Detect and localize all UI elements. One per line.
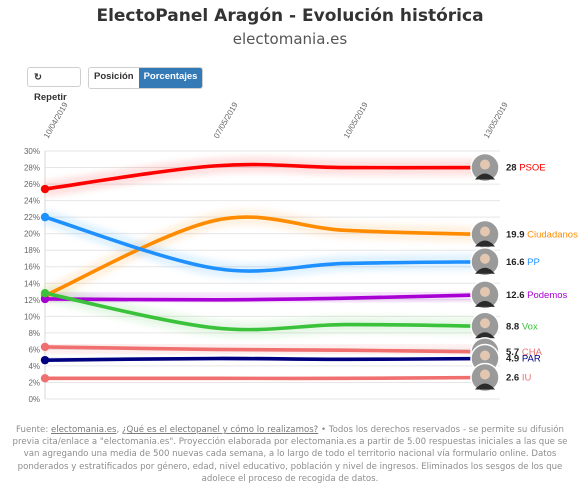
x-tick-label: 10/05/2019 bbox=[342, 100, 370, 140]
y-tick-label: 28% bbox=[24, 164, 40, 173]
avatar-head bbox=[480, 253, 490, 264]
series-line-par[interactable] bbox=[43, 356, 487, 362]
avatar-body bbox=[475, 173, 495, 180]
end-label-cha: 5.7 CHA bbox=[506, 347, 543, 358]
avatar-body bbox=[475, 383, 495, 390]
end-value: 12.6 bbox=[506, 290, 525, 301]
avatar-head bbox=[480, 318, 490, 329]
page-title: ElectoPanel Aragón - Evolución histórica bbox=[96, 6, 484, 26]
y-tick-label: 8% bbox=[28, 329, 40, 338]
line-chart: 0% 2% 4% 6% 8% 10% 12% 14% 16% 18% 20% 22% 24% 26% 28%… bbox=[24, 100, 578, 404]
y-tick-label: 26% bbox=[24, 180, 40, 189]
end-label-vox: 8.8 Vox bbox=[506, 321, 538, 332]
avatar-head bbox=[480, 226, 490, 237]
end-party: CHA bbox=[519, 347, 542, 358]
avatar-head bbox=[480, 350, 490, 361]
end-party: Vox bbox=[519, 321, 538, 332]
avatar-head bbox=[480, 159, 490, 170]
avatar-head bbox=[480, 369, 490, 380]
end-label-par: 4.9 PAR bbox=[506, 353, 541, 364]
avatar-body bbox=[475, 300, 495, 307]
y-tick-label: 18% bbox=[24, 246, 40, 255]
end-label-pp: 16.6 PP bbox=[506, 257, 540, 268]
y-tick-label: 14% bbox=[24, 279, 40, 288]
footer-prefix: Fuente: bbox=[16, 425, 51, 435]
avatar-body bbox=[475, 267, 495, 274]
avatar-ciudadanos[interactable] bbox=[470, 219, 500, 250]
series-line-pp[interactable] bbox=[43, 215, 487, 273]
repeat-button-label: Repetir bbox=[34, 92, 67, 103]
end-value: 8.8 bbox=[506, 321, 519, 332]
start-point-podemos[interactable] bbox=[40, 294, 50, 304]
repeat-button[interactable]: ↻ Repetir bbox=[27, 67, 81, 103]
percent-toggle-button[interactable]: Porcentajes bbox=[138, 68, 203, 88]
end-label-psoe: 28 PSOE bbox=[506, 163, 546, 174]
footer-note: Fuente: electomania.es, ¿Qué es el elect… bbox=[10, 424, 570, 485]
end-value: 28 bbox=[506, 163, 517, 174]
avatar-pp[interactable] bbox=[470, 247, 500, 277]
end-value: 2.6 bbox=[506, 373, 519, 384]
series-lines bbox=[43, 162, 487, 381]
end-value: 4.9 bbox=[506, 353, 519, 364]
avatar-psoe[interactable] bbox=[470, 152, 500, 183]
y-tick-label: 30% bbox=[24, 147, 40, 156]
avatar-vox[interactable] bbox=[470, 311, 500, 342]
end-party: Podemos bbox=[525, 290, 568, 301]
avatar-body bbox=[475, 240, 495, 247]
footer-separator: , bbox=[116, 425, 122, 435]
series-line-vox[interactable] bbox=[43, 291, 487, 332]
avatar-body bbox=[475, 332, 495, 339]
start-point-vox[interactable] bbox=[40, 288, 50, 298]
position-toggle-button[interactable]: Posición bbox=[89, 68, 139, 88]
y-tick-label: 10% bbox=[24, 312, 40, 321]
series-line-iu[interactable] bbox=[43, 375, 487, 381]
x-tick-label: 10/04/2019 bbox=[42, 100, 70, 140]
view-toggle: Posición Porcentajes bbox=[88, 67, 204, 89]
start-point-psoe[interactable] bbox=[40, 184, 50, 194]
start-point-iu[interactable] bbox=[40, 374, 50, 383]
end-value: 19.9 bbox=[506, 229, 525, 240]
end-label-ciudadanos: 19.9 Ciudadanos bbox=[506, 229, 578, 240]
x-tick-label: 13/05/2019 bbox=[482, 100, 510, 140]
end-label-podemos: 12.6 Podemos bbox=[506, 290, 568, 301]
methodology-link[interactable]: ¿Qué es el electopanel y cómo lo realiza… bbox=[122, 425, 319, 435]
end-label-iu: 2.6 IU bbox=[506, 373, 531, 384]
end-party: PP bbox=[525, 257, 540, 268]
start-point-cha[interactable] bbox=[40, 342, 50, 352]
y-axis: 0% 2% 4% 6% 8% 10% 12% 14% 16% 18% 20% 22% 24% 26% 28%… bbox=[24, 147, 40, 404]
y-tick-label: 12% bbox=[24, 296, 40, 305]
avatar-iu[interactable] bbox=[470, 362, 500, 393]
end-value: 5.7 bbox=[506, 347, 519, 358]
y-tick-label: 24% bbox=[24, 197, 40, 206]
series-line-psoe[interactable] bbox=[43, 162, 487, 191]
y-tick-label: 6% bbox=[28, 345, 40, 354]
y-tick-label: 2% bbox=[28, 378, 40, 387]
refresh-icon: ↻ bbox=[34, 72, 42, 83]
series-markers bbox=[40, 152, 500, 393]
y-tick-label: 16% bbox=[24, 263, 40, 272]
series-line-podemos[interactable] bbox=[43, 293, 487, 302]
end-value: 16.6 bbox=[506, 257, 525, 268]
y-tick-label: 22% bbox=[24, 213, 40, 222]
end-party: PAR bbox=[519, 353, 541, 364]
footer-text: • Todos los derechos reservados - se per… bbox=[12, 425, 568, 484]
avatar-head bbox=[480, 286, 490, 297]
series-end-labels: 28 PSOE 19.9 Ciudadanos 16.6 PP 12.6 Podemo… bbox=[506, 163, 578, 384]
end-party: IU bbox=[519, 373, 531, 384]
end-party: PSOE bbox=[517, 163, 546, 174]
y-tick-label: 20% bbox=[24, 230, 40, 239]
y-tick-label: 0% bbox=[28, 395, 40, 404]
end-party: Ciudadanos bbox=[525, 229, 579, 240]
start-point-par[interactable] bbox=[40, 355, 50, 365]
source-link[interactable]: electomania.es bbox=[50, 425, 117, 435]
avatar-podemos[interactable] bbox=[470, 280, 500, 310]
start-point-pp[interactable] bbox=[40, 212, 50, 222]
page-subtitle: electomania.es bbox=[232, 30, 348, 48]
x-tick-label: 07/05/2019 bbox=[212, 100, 240, 140]
series-line-cha[interactable] bbox=[43, 345, 487, 354]
y-tick-label: 4% bbox=[28, 362, 40, 371]
series-line-ciudadanos[interactable] bbox=[43, 215, 487, 298]
x-axis: 10/04/2019 07/05/2019 10/05/2019 13/05/2019 bbox=[42, 100, 510, 140]
